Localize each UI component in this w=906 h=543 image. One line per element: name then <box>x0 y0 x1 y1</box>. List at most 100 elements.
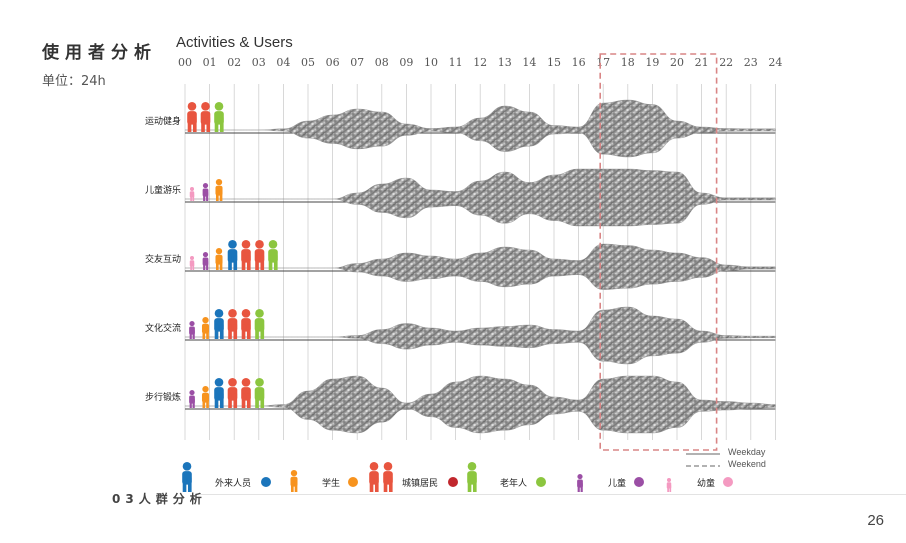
hour-label: 21 <box>694 56 709 69</box>
adult-figure-icon <box>227 309 238 339</box>
activity-label: 文化交流 <box>144 324 181 334</box>
child-figure-icon <box>189 390 195 408</box>
hour-label: 20 <box>670 56 684 69</box>
hour-label: 22 <box>719 56 734 69</box>
hour-label: 19 <box>645 56 660 69</box>
hour-label: 14 <box>522 56 537 69</box>
toddler-figure-icon <box>189 255 195 270</box>
adult-figure-icon <box>241 309 251 339</box>
student-figure-icon <box>290 470 298 492</box>
legend-color-dot <box>261 477 271 487</box>
legend-color-dot <box>634 477 644 487</box>
activity-stream <box>185 168 776 227</box>
legend-color-dot <box>448 477 458 487</box>
visitor-figure-icon <box>182 462 192 492</box>
legend-figure-icon <box>666 478 672 492</box>
hour-label: 24 <box>768 56 783 69</box>
senior-figure-icon <box>254 378 265 408</box>
adult-figure-icon <box>187 102 197 132</box>
activity-stream <box>184 306 776 365</box>
legend-label: 老年人 <box>500 479 528 489</box>
evening-highlight-box <box>599 53 718 451</box>
visitor-figure-icon <box>227 240 238 270</box>
hour-label: 07 <box>350 56 365 69</box>
hour-label: 01 <box>202 56 217 69</box>
adult-figure-icon <box>200 102 211 132</box>
senior-figure-icon <box>254 309 265 339</box>
adult-figure-icon <box>227 378 238 408</box>
student-figure-icon <box>215 248 223 270</box>
student-figure-icon <box>201 317 210 339</box>
hour-label: 10 <box>424 56 438 69</box>
activity-label: 儿童游乐 <box>144 186 181 196</box>
legend-label: 外来人员 <box>215 479 252 489</box>
legend-label: 学生 <box>322 479 341 489</box>
legend-figure-icon <box>182 462 192 492</box>
senior-figure-icon <box>467 462 477 492</box>
child-figure-icon <box>189 321 195 339</box>
hour-axis: 00 01 02 03 04 05 06 07 08 09 10 11 12 13 14 15 16 17 18 19… <box>0 56 906 72</box>
activity-stream <box>185 243 776 290</box>
activity-stream <box>185 99 776 158</box>
legend-label: 儿童 <box>608 479 627 489</box>
legend-figure-icon <box>369 462 393 492</box>
child-figure-icon <box>202 252 209 270</box>
legend-label: 城镇居民 <box>402 479 439 489</box>
toddler-figure-icon <box>666 478 672 492</box>
footer-divider <box>200 494 906 495</box>
page-title: 使用者分析 <box>42 43 157 63</box>
activity-label: 交友互动 <box>144 255 181 265</box>
adult-figure-icon <box>241 240 251 270</box>
adult-figure-icon <box>369 462 379 492</box>
activity-stream <box>185 375 776 434</box>
legend-label: 幼童 <box>697 479 716 489</box>
hour-label: 12 <box>473 56 488 69</box>
activity-users <box>189 309 265 339</box>
hour-label: 04 <box>276 56 291 69</box>
adult-figure-icon <box>241 378 251 408</box>
legend-line-label: Weekend <box>728 459 766 469</box>
student-figure-icon <box>215 179 223 201</box>
hour-label: 09 <box>399 56 414 69</box>
unit-label: 单位：24h <box>42 74 106 89</box>
hour-label: 08 <box>374 56 389 69</box>
activity-users <box>189 179 223 201</box>
hour-label: 18 <box>620 56 635 69</box>
activity-label: 步行锻炼 <box>144 393 181 403</box>
hour-label: 15 <box>547 56 561 69</box>
section-title: 03人群分析 <box>112 492 207 506</box>
activity-users <box>187 102 224 132</box>
hour-label: 02 <box>227 56 242 69</box>
activity-users <box>189 378 265 408</box>
activity-users <box>189 240 278 270</box>
hour-label: 11 <box>448 56 463 69</box>
toddler-figure-icon <box>189 187 195 201</box>
adult-figure-icon <box>383 462 393 492</box>
senior-figure-icon <box>214 102 224 132</box>
student-figure-icon <box>201 386 210 408</box>
hour-label: 06 <box>325 56 340 69</box>
legend-figure-icon <box>290 470 298 492</box>
legend-color-dot <box>536 477 546 487</box>
legend-color-dot <box>348 477 358 487</box>
visitor-figure-icon <box>214 309 224 339</box>
child-figure-icon <box>202 183 209 201</box>
adult-figure-icon <box>254 240 265 270</box>
legend-figure-icon <box>467 462 477 492</box>
diagram-subtitle: Activities & Users <box>176 34 293 51</box>
page-number: 26 <box>867 512 884 529</box>
activity-label: 运动健身 <box>144 117 181 127</box>
legend-figure-icon <box>577 474 583 492</box>
child-figure-icon <box>577 474 583 492</box>
hour-label: 00 <box>178 56 192 69</box>
senior-figure-icon <box>268 240 278 270</box>
hour-label: 05 <box>301 56 315 69</box>
hour-label: 23 <box>743 56 758 69</box>
visitor-figure-icon <box>214 378 224 408</box>
legend-line-label: Weekday <box>728 447 766 457</box>
hour-label: 13 <box>497 56 512 69</box>
hour-label: 03 <box>251 56 266 69</box>
hour-label: 16 <box>571 56 586 69</box>
legend-color-dot <box>723 477 733 487</box>
